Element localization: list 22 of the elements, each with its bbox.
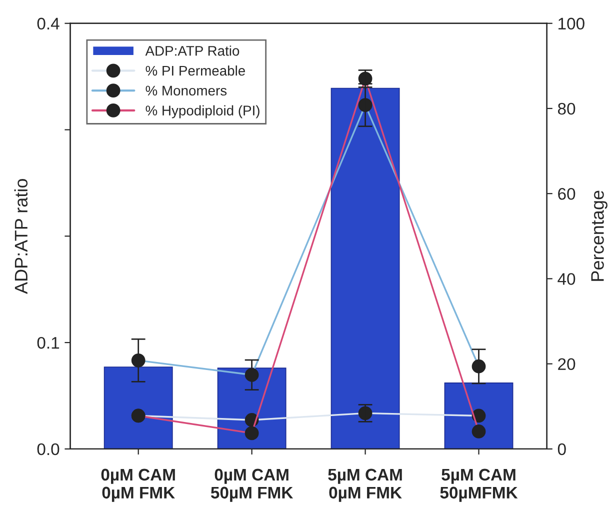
y2-axis-title: Percentage	[591, 190, 608, 281]
bar	[330, 88, 400, 449]
y-tick-label: 0.0	[37, 443, 60, 456]
bar	[104, 366, 173, 449]
y2-tick-label: 80	[558, 102, 576, 115]
legend-label: % Monomers	[146, 86, 227, 96]
y-tick-label: 0.4	[37, 18, 60, 30]
legend-label: ADP:ATP Ratio	[145, 46, 240, 56]
x-tick-label: 0µM CAM 50µM FMK	[210, 468, 294, 502]
y2-tick-label: 0	[558, 443, 566, 456]
legend-label: % PI Permeable	[146, 65, 246, 76]
x-tick-label: 0µM CAM 0µM FMK	[101, 468, 175, 502]
y-axis-title: ADP:ATP ratio	[14, 179, 28, 294]
y2-tick-label: 20	[558, 358, 576, 370]
x-tick-label: 5µM CAM 0µM FMK	[328, 468, 402, 502]
bar	[444, 382, 514, 449]
y-tick-label: 0.1	[37, 336, 60, 349]
y2-tick-label: 40	[558, 273, 576, 285]
y2-tick-label: 100	[558, 18, 584, 30]
y2-tick-label: 60	[558, 188, 576, 200]
legend-label: % Hypodiploid (PI)	[146, 105, 260, 118]
x-tick-label: 5µM CAM 50µMFMK	[440, 468, 518, 502]
